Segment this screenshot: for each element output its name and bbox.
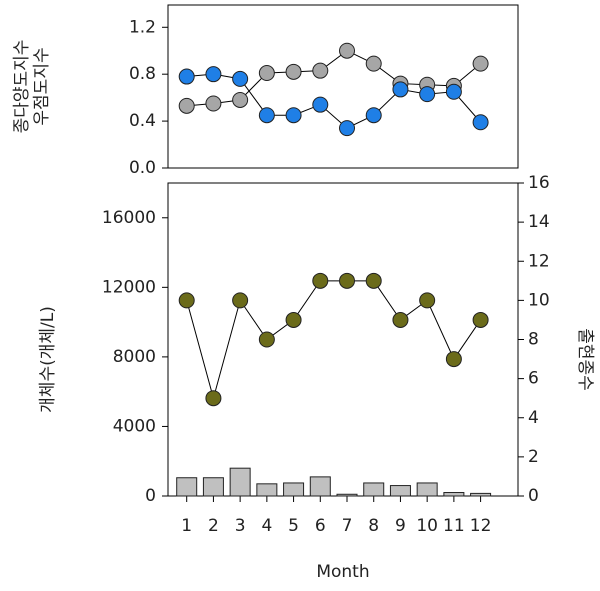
marker <box>419 86 436 103</box>
marker <box>285 311 302 328</box>
marker <box>205 95 222 112</box>
marker <box>312 272 329 289</box>
marker <box>232 292 249 309</box>
bar <box>470 492 492 497</box>
x-tick-label: 4 <box>261 516 272 536</box>
y2-axis-label: 출현종수 <box>575 328 595 391</box>
marker <box>232 91 249 108</box>
marker <box>339 272 356 289</box>
plot-frame <box>167 4 519 169</box>
marker <box>392 81 409 98</box>
marker <box>312 62 329 79</box>
y-tick-label: 8000 <box>113 347 156 367</box>
y2-tick-label: 6 <box>528 369 539 389</box>
marker <box>365 55 382 72</box>
x-tick-label: 3 <box>235 516 246 536</box>
y2-tick-label: 4 <box>528 408 539 428</box>
x-tick-label: 1 <box>181 516 192 536</box>
y2-tick-label: 14 <box>528 212 550 232</box>
y-axis-label: 종다양도지수 <box>12 40 32 134</box>
marker <box>258 107 275 124</box>
marker <box>258 65 275 82</box>
marker <box>232 70 249 87</box>
bar <box>389 485 411 497</box>
y-tick-label: 4000 <box>113 416 156 436</box>
x-tick-label: 9 <box>395 516 406 536</box>
bar <box>363 482 385 497</box>
series-line <box>186 50 481 107</box>
marker <box>178 97 195 114</box>
y-tick-label: 16000 <box>102 208 156 228</box>
y2-tick-label: 8 <box>528 330 539 350</box>
y2-tick-label: 12 <box>528 251 550 271</box>
bar <box>256 483 278 497</box>
x-tick-label: 10 <box>416 516 438 536</box>
marker <box>472 114 489 131</box>
y-tick-label: 0.0 <box>129 158 156 178</box>
bar <box>176 477 198 497</box>
x-tick-label: 11 <box>443 516 465 536</box>
y2-tick-label: 16 <box>528 173 550 193</box>
marker <box>365 107 382 124</box>
marker <box>472 311 489 328</box>
y-tick-label: 1.2 <box>129 17 156 37</box>
plot-frame <box>167 182 519 497</box>
marker <box>445 351 462 368</box>
series-line <box>186 280 482 401</box>
bar <box>229 467 251 497</box>
marker <box>419 292 436 309</box>
marker <box>312 96 329 113</box>
y-tick-label: 12000 <box>102 277 156 297</box>
bar <box>336 493 358 497</box>
bar <box>416 482 438 497</box>
y-axis-label: 우점도지수 <box>32 47 52 125</box>
marker <box>285 63 302 80</box>
x-tick-label: 5 <box>288 516 299 536</box>
bar <box>283 482 305 497</box>
bar <box>202 477 224 497</box>
marker <box>178 68 195 85</box>
marker <box>445 83 462 100</box>
x-tick-label: 8 <box>368 516 379 536</box>
x-tick-label: 7 <box>342 516 353 536</box>
y2-tick-label: 0 <box>528 486 539 506</box>
marker <box>178 292 195 309</box>
marker <box>285 107 302 124</box>
x-tick-label: 2 <box>208 516 219 536</box>
marker <box>365 272 382 289</box>
y-axis-label: 개체수(개체/L) <box>38 306 58 413</box>
marker <box>205 390 222 407</box>
marker <box>339 42 356 59</box>
y-tick-label: 0 <box>145 486 156 506</box>
bar <box>443 492 465 497</box>
y-tick-label: 0.8 <box>129 64 156 84</box>
y2-tick-label: 2 <box>528 447 539 467</box>
marker <box>392 311 409 328</box>
marker <box>205 66 222 83</box>
y2-tick-label: 10 <box>528 290 550 310</box>
x-axis-label: Month <box>316 562 369 582</box>
marker <box>258 331 275 348</box>
x-tick-label: 12 <box>470 516 492 536</box>
marker <box>339 120 356 137</box>
marker <box>472 55 489 72</box>
x-tick-label: 6 <box>315 516 326 536</box>
bar <box>309 476 331 497</box>
y-tick-label: 0.4 <box>129 111 156 131</box>
